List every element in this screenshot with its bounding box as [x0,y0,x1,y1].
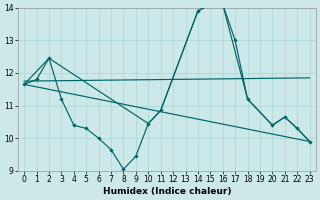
X-axis label: Humidex (Indice chaleur): Humidex (Indice chaleur) [103,187,231,196]
